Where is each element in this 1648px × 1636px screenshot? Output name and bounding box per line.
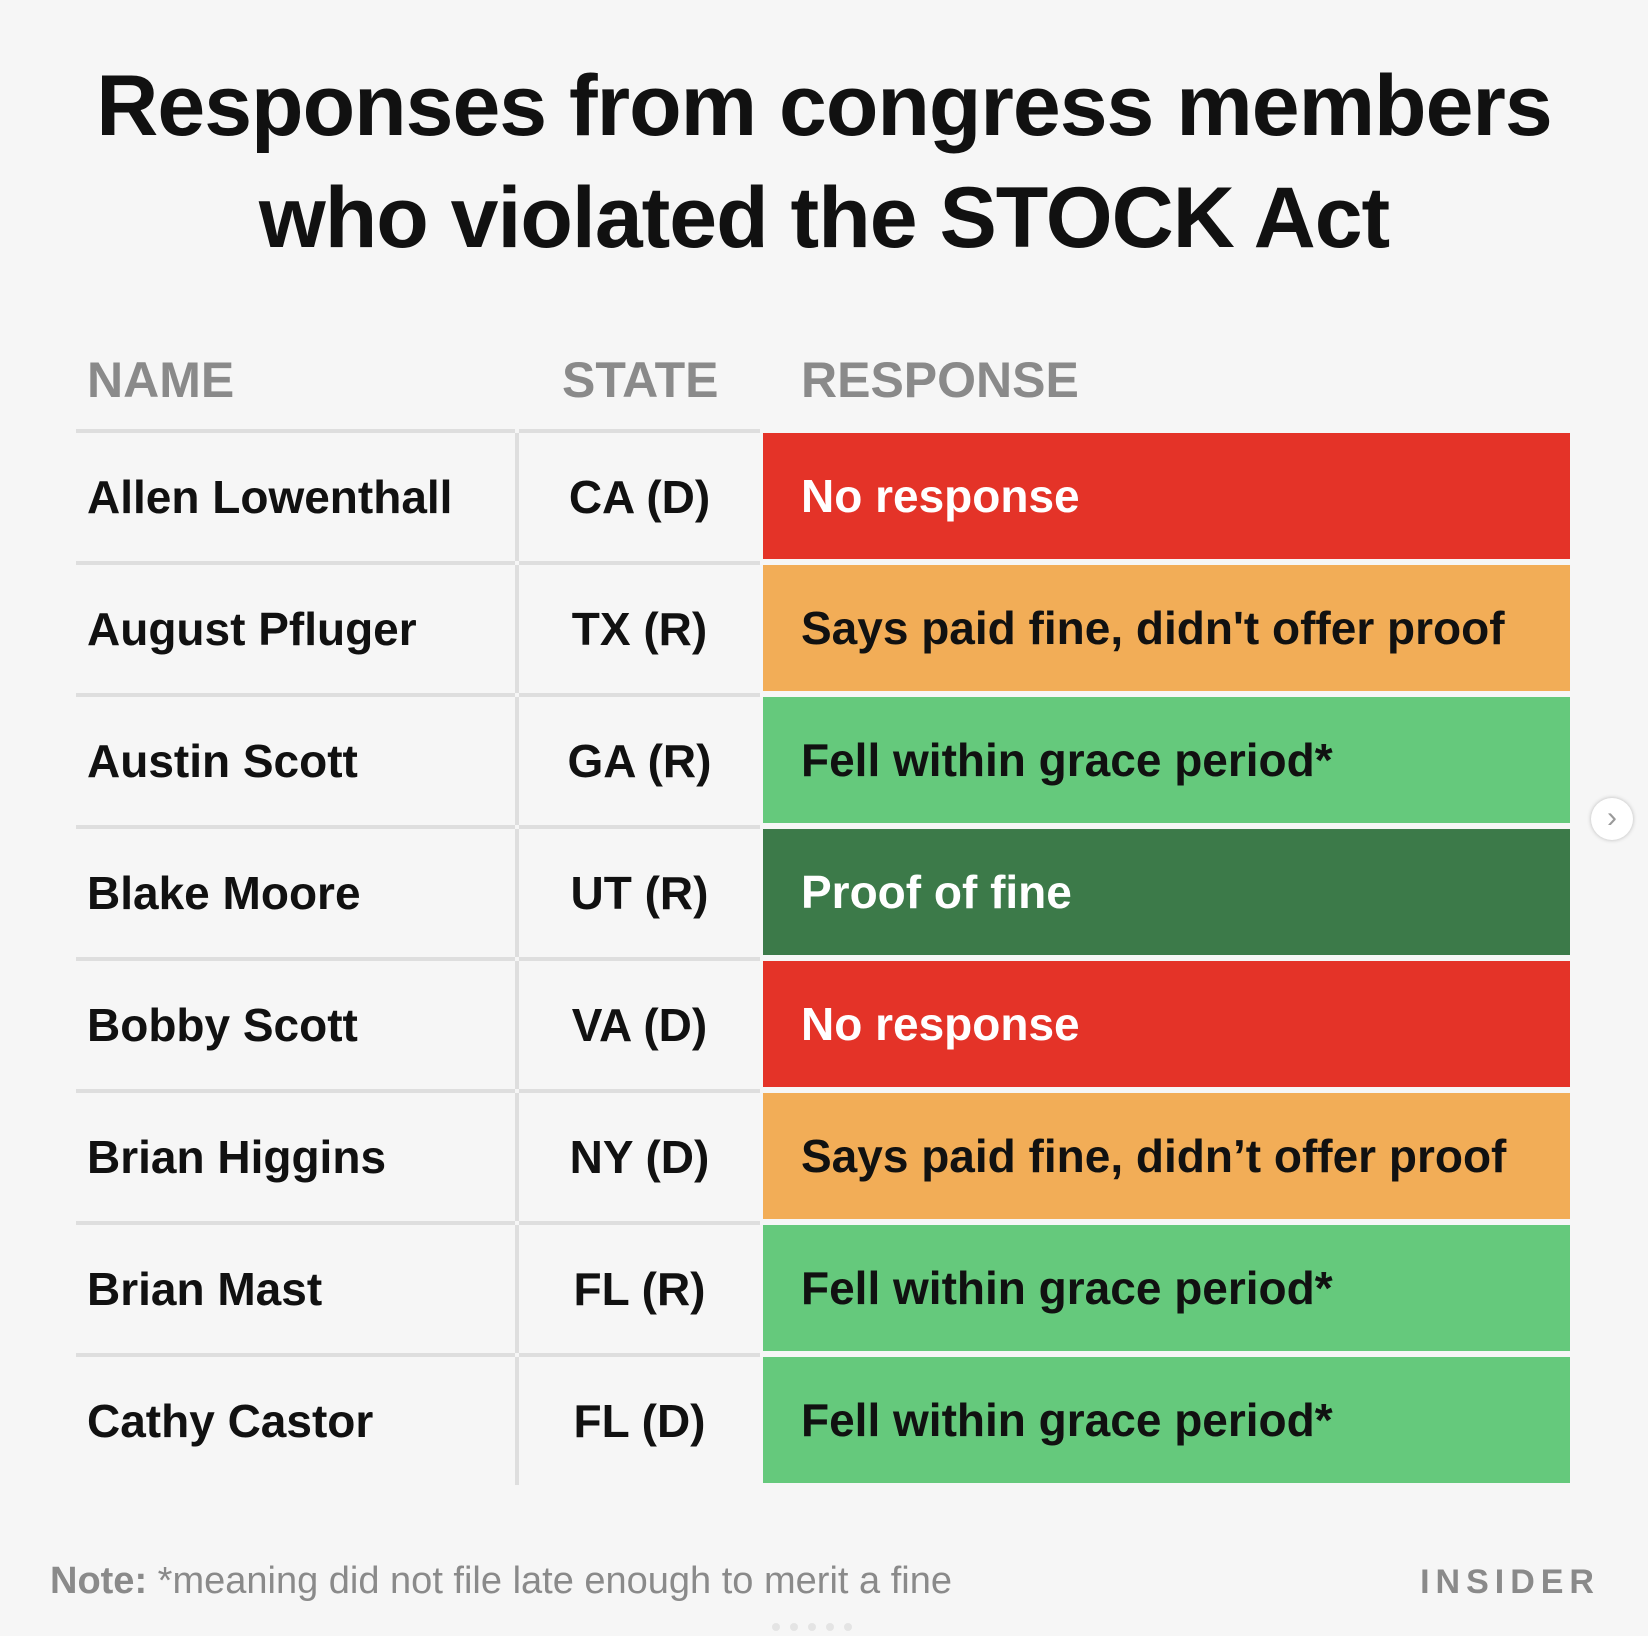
member-state: NY (D) [569,1131,710,1183]
table-row: Blake Moore UT (R) Proof of fine [0,825,1648,957]
next-slide-button[interactable]: › [1591,798,1633,840]
footnote-label: Note: [50,1560,148,1602]
state-cell: GA (R) [519,693,760,825]
name-cell: Brian Mast [76,1221,515,1353]
table-row: Allen Lowenthall CA (D) No response [0,429,1648,561]
member-state: GA (R) [567,735,712,787]
member-name: Brian Mast [87,1263,323,1315]
member-state: TX (R) [571,603,708,655]
name-cell: Cathy Castor [76,1353,515,1485]
state-cell: FL (R) [519,1221,760,1353]
name-cell: Allen Lowenthall [76,429,515,561]
response-cell: Says paid fine, didn’t offer proof [763,1093,1570,1219]
state-cell: TX (R) [519,561,760,693]
member-name: Allen Lowenthall [87,471,453,523]
footnote-text: *meaning did not file late enough to mer… [147,1560,952,1602]
carousel-dot[interactable] [826,1623,834,1631]
name-cell: Blake Moore [76,825,515,957]
name-cell: Austin Scott [76,693,515,825]
column-divider [515,1357,519,1485]
table-row: Brian Higgins NY (D) Says paid fine, didn’… [0,1089,1648,1221]
response-text: No response [801,998,1080,1050]
state-cell: UT (R) [519,825,760,957]
response-cell: No response [763,433,1570,559]
column-divider [515,1093,519,1221]
column-divider [515,829,519,957]
footnote: Note: *meaning did not file late enough … [50,1556,952,1606]
response-text: Fell within grace period* [801,1262,1333,1314]
member-name: Cathy Castor [87,1395,374,1447]
column-header-state: STATE [562,352,719,408]
response-cell: Proof of fine [763,829,1570,955]
member-name: Blake Moore [87,867,361,919]
member-state: UT (R) [570,867,709,919]
member-state: FL (R) [573,1263,706,1315]
member-state: FL (D) [573,1395,706,1447]
member-name: August Pfluger [87,603,417,655]
response-text: No response [801,470,1080,522]
state-cell: CA (D) [519,429,760,561]
state-cell: NY (D) [519,1089,760,1221]
title-line-2: who violated the STOCK Act [258,170,1390,266]
member-name: Austin Scott [87,735,358,787]
name-cell: Brian Higgins [76,1089,515,1221]
chart-title: Responses from congress members who viol… [0,50,1648,274]
table-row: August Pfluger TX (R) Says paid fine, didn… [0,561,1648,693]
response-cell: Fell within grace period* [763,1357,1570,1483]
state-cell: VA (D) [519,957,760,1089]
table-row: Cathy Castor FL (D) Fell within grace peri… [0,1353,1648,1485]
column-divider [515,697,519,825]
table-row: Bobby Scott VA (D) No response [0,957,1648,1089]
member-state: CA (D) [568,471,711,523]
column-divider [515,433,519,561]
name-cell: Bobby Scott [76,957,515,1089]
response-text: Proof of fine [801,866,1072,918]
response-text: Fell within grace period* [801,1394,1333,1446]
name-cell: August Pfluger [76,561,515,693]
response-text: Fell within grace period* [801,734,1333,786]
carousel-dots [772,1618,862,1636]
member-state: VA (D) [571,999,708,1051]
title-line-1: Responses from congress members [96,58,1552,154]
column-header-response: RESPONSE [801,352,1079,408]
chevron-right-icon: › [1607,801,1617,834]
member-name: Bobby Scott [87,999,358,1051]
member-name: Brian Higgins [87,1131,387,1183]
insider-logo: INSIDER [1420,1563,1600,1601]
state-cell: FL (D) [519,1353,760,1485]
carousel-dot[interactable] [808,1623,816,1631]
response-cell: No response [763,961,1570,1087]
carousel-dot[interactable] [790,1623,798,1631]
column-divider [515,1225,519,1353]
response-cell: Fell within grace period* [763,697,1570,823]
response-text: Says paid fine, didn't offer proof [801,602,1505,654]
column-header-name: NAME [87,352,235,408]
table-row: Austin Scott GA (R) Fell within grace peri… [0,693,1648,825]
response-text: Says paid fine, didn’t offer proof [801,1130,1507,1182]
carousel-dot[interactable] [844,1623,852,1631]
response-cell: Says paid fine, didn't offer proof [763,565,1570,691]
table-row: Brian Mast FL (R) Fell within grace period… [0,1221,1648,1353]
carousel-dot[interactable] [772,1623,780,1631]
column-divider [515,961,519,1089]
column-divider [515,565,519,693]
response-cell: Fell within grace period* [763,1225,1570,1351]
